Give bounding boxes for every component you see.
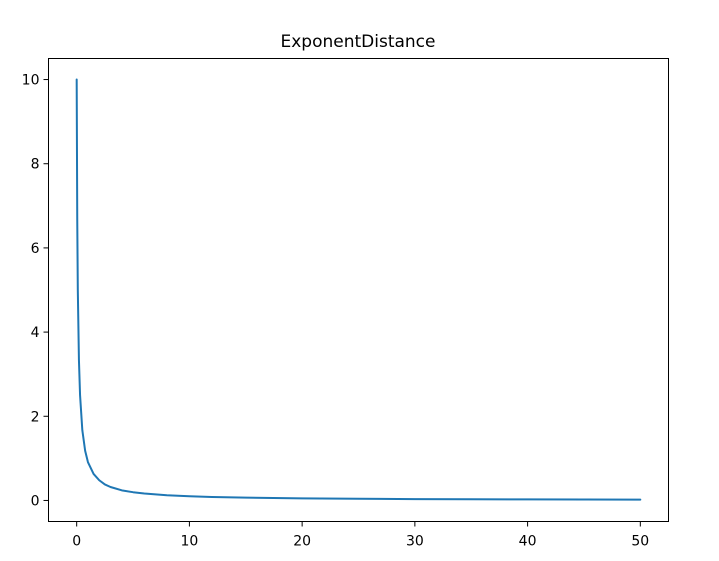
plot-area-frame <box>48 58 669 522</box>
y-tick-label: 4 <box>31 325 40 341</box>
chart-title: ExponentDistance <box>280 32 435 52</box>
plot-data-layer <box>75 78 642 501</box>
x-tick-label: 30 <box>406 534 424 550</box>
y-tick-label: 6 <box>31 241 40 257</box>
x-axis: 0 10 20 30 40 50 <box>72 521 649 550</box>
y-axis: 0 2 4 6 8 10 <box>22 73 49 509</box>
y-tick-label: 10 <box>22 73 40 89</box>
x-tick-label: 0 <box>72 534 81 550</box>
x-tick-label: 10 <box>180 534 198 550</box>
y-tick-label: 2 <box>31 409 40 425</box>
y-tick-label: 8 <box>31 157 40 173</box>
x-tick-label: 50 <box>631 534 649 550</box>
x-tick-label: 40 <box>519 534 537 550</box>
series-line <box>75 78 642 501</box>
y-tick-label: 0 <box>31 493 40 509</box>
x-tick-label: 20 <box>293 534 311 550</box>
